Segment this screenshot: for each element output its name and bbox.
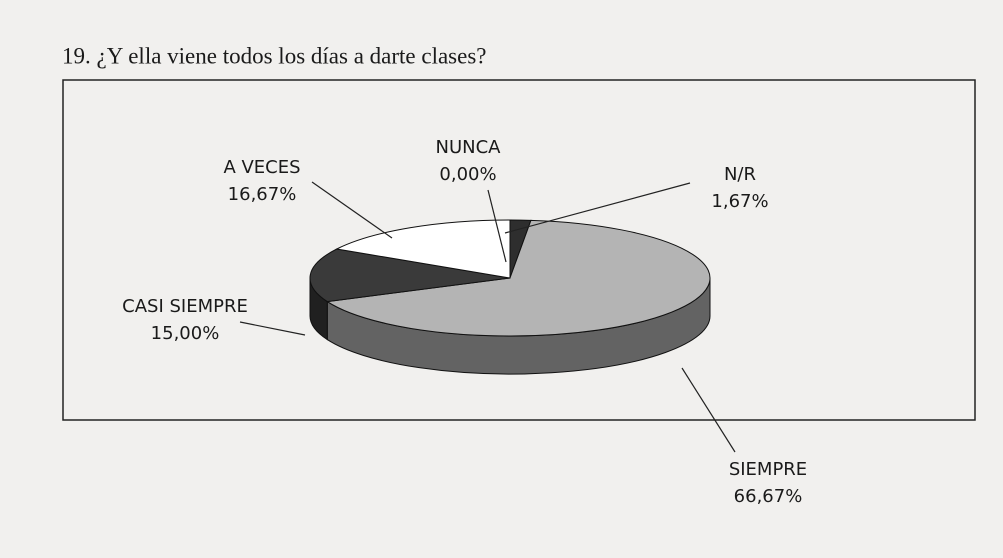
leader-line	[504, 182, 691, 234]
slice-value-label: 16,67%	[228, 184, 297, 205]
leader-line	[311, 181, 393, 239]
slice-value-label: 1,67%	[711, 191, 768, 212]
slice-label: A VECES	[223, 157, 300, 178]
chart-title: 19. ¿Y ella viene todos los días a darte…	[62, 43, 487, 68]
slice-label: CASI SIEMPRE	[122, 296, 248, 317]
chart-frame	[62, 79, 976, 421]
slice-label: SIEMPRE	[729, 459, 807, 480]
slice	[325, 219, 711, 337]
slice-label: NUNCA	[436, 137, 502, 158]
slice-label: N/R	[724, 164, 756, 185]
slice-value-label: 15,00%	[151, 323, 220, 344]
slice-value-label: 66,67%	[734, 486, 803, 507]
slice-value-label: 0,00%	[439, 164, 496, 185]
slice	[335, 219, 511, 279]
leader-line	[239, 321, 306, 336]
leader-line	[487, 189, 507, 263]
slice	[309, 248, 511, 303]
leader-line	[681, 367, 736, 453]
